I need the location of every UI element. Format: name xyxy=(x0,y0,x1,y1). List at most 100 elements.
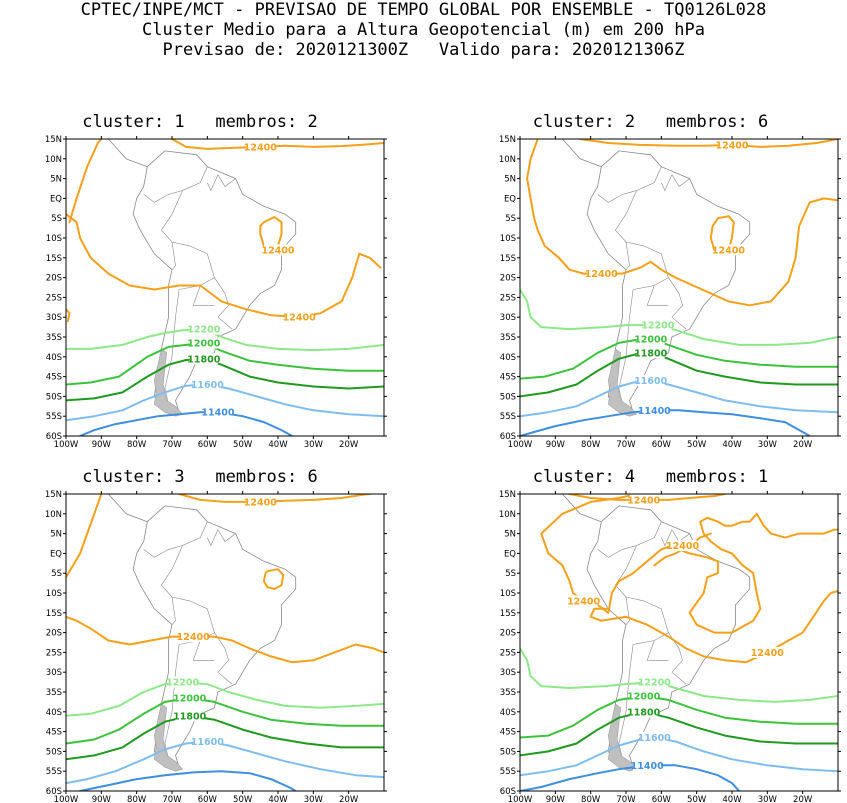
country-border xyxy=(217,671,233,685)
contour-label: 11800 xyxy=(634,348,667,359)
contour-label: 12400 xyxy=(751,648,784,659)
lon-tick-label: 50W xyxy=(233,795,253,803)
lon-tick-label: 30W xyxy=(758,440,778,447)
contour-12000 xyxy=(66,696,384,745)
lat-tick-label: 5S xyxy=(51,214,62,224)
lat-tick-label: EQ xyxy=(50,549,62,559)
lat-tick-label: 55S xyxy=(500,767,516,777)
country-border xyxy=(671,671,687,685)
lat-tick-label: 40S xyxy=(46,353,62,363)
contour-11400 xyxy=(79,770,297,791)
lon-tick-label: 30W xyxy=(304,795,324,803)
lat-tick-label: 35S xyxy=(46,333,62,343)
lat-tick-label: EQ xyxy=(504,194,516,204)
lat-tick-label: 30S xyxy=(46,313,62,323)
lat-tick-label: 30S xyxy=(500,313,516,323)
lon-tick-label: 70W xyxy=(616,795,636,803)
country-border xyxy=(615,521,683,673)
lon-tick-label: 90W xyxy=(92,440,112,447)
contour-11400 xyxy=(79,411,294,436)
patagonia-detail xyxy=(153,348,184,417)
contour-label: 12400 xyxy=(715,140,748,151)
map-panel-cluster-2: cluster: 2 membros: 6 12400 12400 12400 122… xyxy=(454,112,847,447)
contour-label: 12000 xyxy=(634,334,667,345)
country-border xyxy=(171,241,176,270)
lon-tick-label: 80W xyxy=(127,440,147,447)
country-border xyxy=(618,289,634,405)
contour-12400 xyxy=(68,139,103,224)
lat-tick-label: 10S xyxy=(500,234,516,244)
map-plot: 12400 12400 12400 12400 12200 12000 11800 11600… xyxy=(499,490,841,803)
central-america-coast xyxy=(562,494,602,523)
lat-tick-label: 20S xyxy=(500,274,516,284)
contour-label: 11400 xyxy=(201,408,234,419)
lon-tick-label: 50W xyxy=(233,440,253,447)
lon-tick-label: 20W xyxy=(793,795,813,803)
lat-tick-label: 30S xyxy=(46,668,62,678)
lat-tick-label: 45S xyxy=(46,728,62,738)
lat-tick-label: 20S xyxy=(500,629,516,639)
country-border xyxy=(143,190,183,203)
lat-tick-label: 10N xyxy=(45,155,62,165)
patagonia-detail xyxy=(153,703,184,772)
lat-tick-label: 5S xyxy=(505,214,516,224)
map-plot: 12400 12400 12200 12000 11800 11600 15N 10N 5N EQ… xyxy=(45,490,387,803)
plot-frame xyxy=(65,138,385,437)
contour-12200 xyxy=(520,288,838,346)
country-border xyxy=(171,596,176,625)
contour-label: 11400 xyxy=(631,761,664,772)
lat-tick-label: EQ xyxy=(504,549,516,559)
map-panel-cluster-4: cluster: 4 membros: 1 12400 12400 12400 124… xyxy=(454,467,847,803)
lon-tick-label: 60W xyxy=(198,440,218,447)
lat-tick-label: 10S xyxy=(46,589,62,599)
contour-label: 12400 xyxy=(283,313,316,324)
lon-tick-label: 20W xyxy=(339,440,359,447)
country-border xyxy=(671,174,690,187)
lat-tick-label: 15S xyxy=(46,254,62,264)
contour-11800 xyxy=(520,710,838,757)
map-panel-cluster-3: cluster: 3 membros: 6 12400 12400 12200 120… xyxy=(0,467,400,803)
lat-tick-label: 15S xyxy=(500,609,516,619)
patagonia-detail xyxy=(607,348,638,417)
country-border xyxy=(217,174,236,187)
country-border xyxy=(207,529,219,547)
lat-tick-label: 50S xyxy=(500,747,516,757)
lat-tick-label: 30S xyxy=(500,668,516,678)
panel-title: cluster: 1 membros: 2 xyxy=(82,112,318,132)
country-border xyxy=(625,241,630,270)
contour-label: 11400 xyxy=(638,406,671,417)
country-border xyxy=(164,289,180,405)
lat-tick-label: 35S xyxy=(46,688,62,698)
country-border xyxy=(671,529,690,542)
country-border xyxy=(646,640,669,661)
header-line-1: CPTEC/INPE/MCT - PREVISAO DE TEMPO GLOBA… xyxy=(80,0,767,20)
contour-label: 12200 xyxy=(641,321,674,332)
header-line-3: Previsao de: 2020121300Z Valido para: 20… xyxy=(162,40,685,60)
lon-tick-label: 100W xyxy=(54,440,79,447)
lon-tick-label: 70W xyxy=(162,440,182,447)
coastline xyxy=(132,505,297,768)
country-border xyxy=(143,545,183,558)
lat-tick-label: 15N xyxy=(45,490,62,500)
lon-tick-label: 20W xyxy=(339,795,359,803)
lat-tick-label: 15S xyxy=(46,609,62,619)
lat-tick-label: 10N xyxy=(499,510,516,520)
contour-label: 12400 xyxy=(666,541,699,552)
contour-label: 11600 xyxy=(191,737,224,748)
contour-label: 11600 xyxy=(638,733,671,744)
contour-12200 xyxy=(66,328,384,352)
plot-frame xyxy=(65,493,385,792)
lon-tick-label: 40W xyxy=(722,440,742,447)
lat-tick-label: 5N xyxy=(504,530,516,540)
lat-tick-label: 25S xyxy=(46,648,62,658)
lat-tick-label: 40S xyxy=(46,708,62,718)
lon-tick-label: 50W xyxy=(687,440,707,447)
central-america-coast xyxy=(108,139,148,168)
panel-title: cluster: 4 membros: 1 xyxy=(532,467,769,487)
plot-frame xyxy=(519,138,839,437)
contour-label: 12400 xyxy=(177,632,210,643)
country-border xyxy=(217,529,236,542)
contour-label: 12400 xyxy=(244,497,277,508)
contour-label: 11600 xyxy=(191,380,224,391)
map-content: 12400 12400 12400 12200 12000 11800 11600 11400… xyxy=(499,135,841,447)
